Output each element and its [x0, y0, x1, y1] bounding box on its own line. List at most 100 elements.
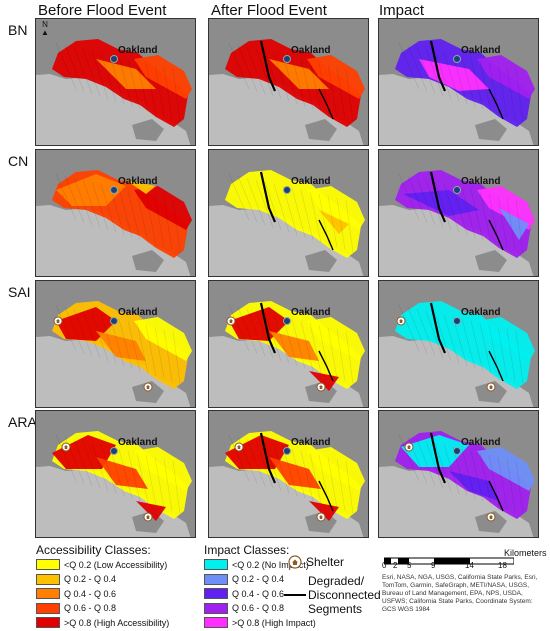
street-line: [434, 50, 452, 100]
street-line: [506, 328, 516, 382]
island-area: [475, 511, 507, 533]
street-line: [91, 181, 109, 231]
impact-legend-swatch: [204, 602, 228, 614]
street-line: [172, 460, 181, 514]
map-svg: [379, 281, 538, 407]
map-svg: [36, 281, 195, 407]
street-line: [461, 318, 476, 369]
city-marker-icon: [453, 186, 461, 194]
map-panel-cn-impact: Oakland: [378, 149, 539, 277]
street-line: [479, 60, 492, 112]
shelter-house-icon: [407, 445, 411, 449]
city-marker-icon: [110, 186, 118, 194]
degraded-segment: [429, 171, 447, 223]
street-line: [425, 179, 444, 228]
street-line: [145, 454, 157, 507]
street-line: [82, 179, 101, 228]
street-line: [154, 64, 165, 117]
accessibility-fill: [477, 317, 535, 361]
degraded-segment: [259, 302, 277, 354]
map-panel-araa-after: Oakland: [208, 410, 369, 538]
shelter-house-icon: [64, 445, 68, 449]
row-label-cn: CN: [8, 153, 29, 169]
city-label: Oakland: [291, 176, 331, 187]
street-line: [345, 199, 354, 253]
impact-legend-item: Q 0.2 - Q 0.4: [204, 573, 284, 585]
street-line: [109, 185, 125, 236]
street-line: [91, 442, 109, 492]
street-line: [100, 52, 117, 102]
city-label: Oakland: [118, 176, 158, 187]
column-title-impact: Impact: [379, 2, 425, 19]
street-line: [73, 46, 93, 95]
accessibility-fill: [269, 331, 319, 361]
impact-legend-item: Q 0.4 - Q 0.6: [204, 588, 284, 599]
street-line: [109, 316, 125, 367]
street-line: [154, 195, 165, 248]
street-line: [237, 175, 258, 223]
shelter-house-icon: [319, 385, 323, 389]
street-line: [398, 173, 420, 221]
street-line: [246, 308, 266, 357]
city-marker-icon: [453, 447, 461, 455]
shelter-house-icon: [489, 515, 493, 519]
street-line: [163, 458, 173, 512]
street-line: [136, 452, 149, 504]
street-line: [100, 314, 117, 364]
street-line: [416, 308, 436, 357]
street-line: [327, 195, 338, 248]
street-line: [470, 450, 484, 502]
street-line: [336, 66, 346, 120]
street-line: [136, 322, 149, 374]
street-line: [407, 44, 428, 92]
shelter-house-icon: [237, 445, 241, 449]
degraded-segment: [488, 88, 504, 120]
street-line: [264, 50, 282, 100]
accessibility-legend-item: >Q 0.8 (High Accessibility): [36, 617, 169, 628]
city-marker-icon: [283, 317, 291, 325]
city-label: Oakland: [291, 437, 331, 448]
shelter-legend-label: Shelter: [306, 555, 345, 569]
shelter-legend-icon: [288, 555, 302, 574]
map-svg: [36, 19, 195, 145]
street-line: [127, 58, 141, 110]
city-marker-icon: [453, 55, 461, 63]
accessibility-legend-label: Q 0.2 - Q 0.4: [64, 574, 117, 584]
street-line: [309, 452, 322, 504]
street-line: [55, 434, 77, 482]
north-arrow-icon: N ▲: [41, 20, 49, 37]
street-line: [479, 452, 492, 504]
street-line: [136, 191, 149, 243]
accessibility-legend-item: Q 0.2 - Q 0.4: [36, 573, 117, 585]
street-line: [127, 450, 141, 502]
accessibility-fill: [477, 186, 535, 230]
street-line: [452, 316, 468, 367]
accessibility-legend-item: Q 0.4 - Q 0.6: [36, 588, 116, 599]
accessibility-fill: [319, 210, 349, 234]
street-line: [237, 44, 258, 92]
impact-legend-swatch: [204, 559, 228, 570]
impact-legend-swatch: [204, 617, 228, 628]
accessibility-fill: [477, 447, 535, 491]
street-line: [237, 306, 258, 354]
impact-legend-item: Q 0.6 - Q 0.8: [204, 602, 284, 614]
street-line: [291, 187, 306, 238]
street-line: [136, 60, 149, 112]
accessibility-fill: [307, 317, 365, 361]
street-line: [309, 322, 322, 374]
street-line: [118, 56, 133, 107]
island-area: [132, 250, 164, 272]
street-line: [273, 52, 290, 102]
street-line: [461, 56, 476, 107]
island-area: [475, 119, 507, 141]
degraded-segment: [488, 350, 504, 382]
street-line: [479, 191, 492, 243]
street-line: [91, 50, 109, 100]
accessibility-fill: [307, 55, 365, 99]
island-area: [305, 119, 337, 141]
street-line: [145, 193, 157, 246]
street-line: [154, 456, 165, 509]
street-line: [470, 58, 484, 110]
degraded-segment: [429, 302, 447, 354]
street-line: [309, 60, 322, 112]
